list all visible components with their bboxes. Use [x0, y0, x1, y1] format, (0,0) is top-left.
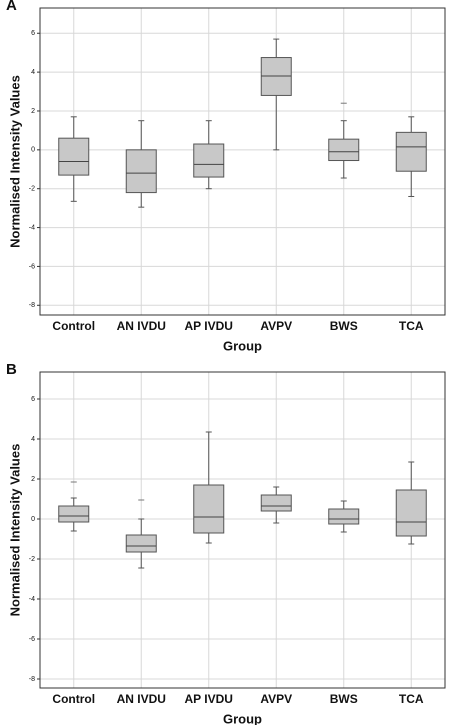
y-tick-label: -6 — [29, 636, 35, 643]
x-tick-label: AVPV — [260, 319, 292, 333]
x-tick-label: BWS — [330, 319, 358, 333]
x-axis-title: Group — [223, 338, 262, 353]
box — [328, 138, 360, 162]
y-tick-label: 0 — [31, 516, 35, 523]
box — [395, 489, 427, 537]
box — [125, 149, 157, 194]
box — [260, 494, 292, 512]
y-tick-label: 4 — [31, 69, 35, 76]
y-tick-label: 6 — [31, 396, 35, 403]
y-tick-label: 4 — [31, 436, 35, 443]
plot-frame — [39, 7, 446, 316]
box — [328, 508, 360, 525]
y-tick-label: 2 — [31, 108, 35, 115]
box — [125, 534, 157, 553]
box — [193, 484, 225, 534]
y-axis-title: Normalised Intensity Values — [7, 75, 22, 248]
x-tick-label: AVPV — [260, 692, 292, 706]
plot-frame — [39, 371, 446, 689]
y-tick-label: -4 — [29, 596, 35, 603]
y-tick-label: 0 — [31, 147, 35, 154]
x-tick-label: Control — [52, 692, 95, 706]
x-tick-label: AP IVDU — [185, 692, 233, 706]
y-tick-label: -2 — [29, 186, 35, 193]
y-tick-label: 6 — [31, 30, 35, 37]
x-tick-label: AP IVDU — [185, 319, 233, 333]
y-tick-label: -8 — [29, 302, 35, 309]
box — [58, 137, 90, 176]
x-tick-label: AN IVDU — [117, 692, 166, 706]
y-tick-label: -8 — [29, 676, 35, 683]
y-tick-label: -6 — [29, 263, 35, 270]
box — [193, 143, 225, 178]
y-axis-title: Normalised Intensity Values — [7, 444, 22, 617]
panel-label: B — [6, 361, 17, 378]
x-axis-title: Group — [223, 711, 262, 725]
box — [395, 131, 427, 172]
x-tick-label: TCA — [399, 692, 424, 706]
panel-label: A — [6, 0, 17, 14]
x-tick-label: AN IVDU — [117, 319, 166, 333]
y-tick-label: -2 — [29, 556, 35, 563]
x-tick-label: Control — [52, 319, 95, 333]
y-tick-label: -4 — [29, 224, 35, 231]
box — [58, 505, 90, 523]
x-tick-label: BWS — [330, 692, 358, 706]
x-tick-label: TCA — [399, 319, 424, 333]
y-tick-label: 2 — [31, 476, 35, 483]
